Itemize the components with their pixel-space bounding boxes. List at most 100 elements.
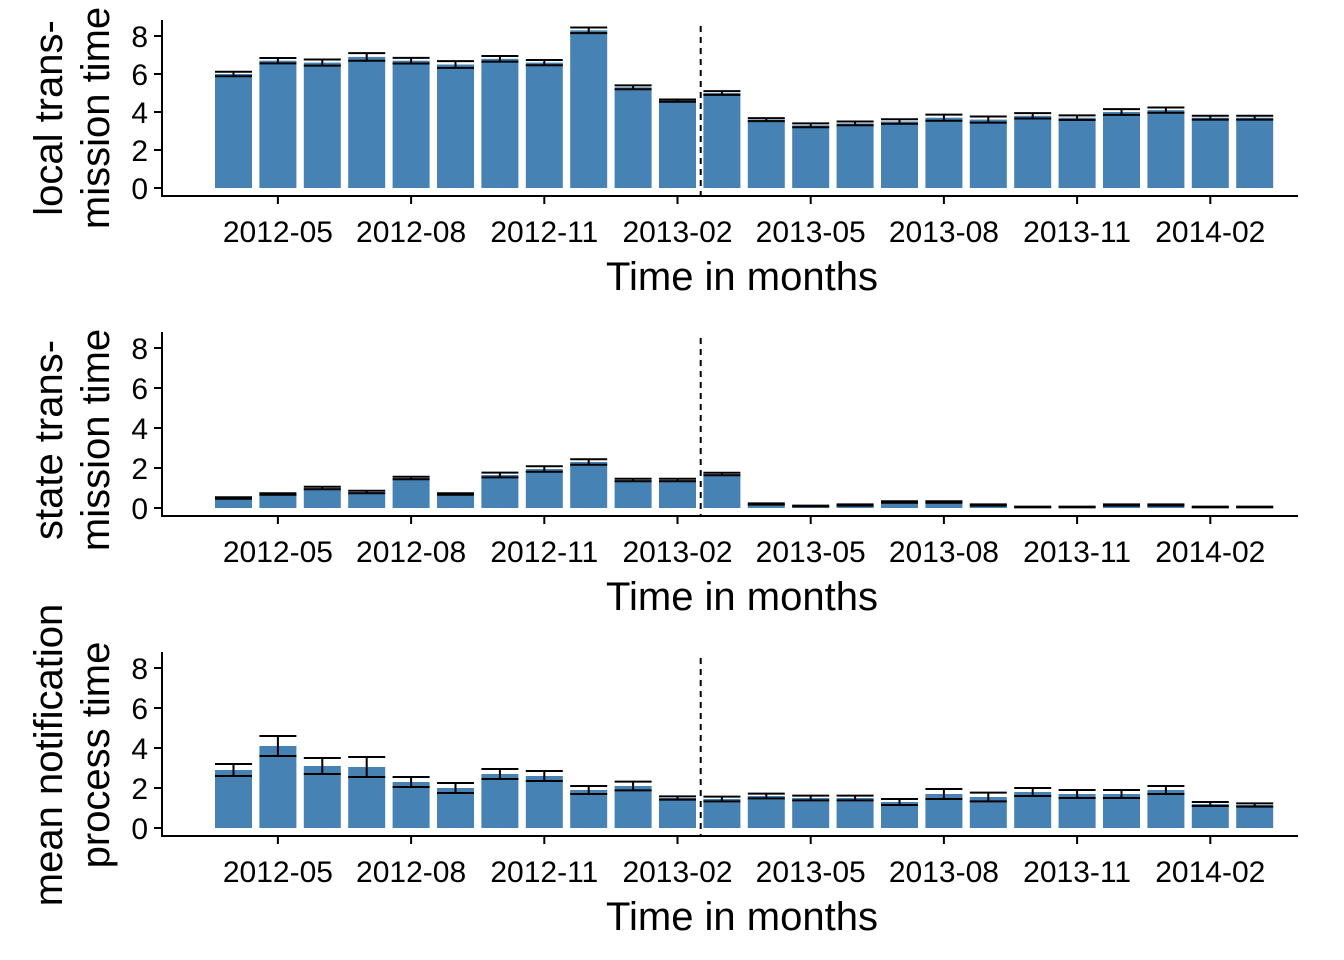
bar (215, 498, 252, 508)
error-bar (481, 768, 519, 780)
bar (437, 494, 474, 508)
bar (1236, 117, 1274, 188)
x-tick-label: 2013-02 (622, 856, 732, 889)
bar (215, 74, 252, 188)
bar (1058, 117, 1096, 188)
y-tick-label: 2 (131, 773, 148, 806)
y-tick-label: 2 (131, 453, 148, 486)
x-tick-label: 2014-02 (1155, 536, 1265, 569)
y-tick-label: 6 (131, 693, 148, 726)
y-tick-label: 6 (131, 373, 148, 406)
error-bar (836, 794, 874, 802)
y-tick-label: 8 (131, 21, 148, 54)
y-axis-title-line-2: mission time (74, 7, 118, 229)
error-bar (348, 52, 386, 62)
x-tick-label: 2013-05 (756, 216, 866, 249)
bar (259, 494, 297, 508)
bar (925, 117, 963, 188)
bar (969, 119, 1007, 188)
error-bar (1236, 802, 1274, 808)
error-bar (1191, 505, 1229, 509)
error-bar (614, 780, 652, 792)
error-bar (1236, 505, 1274, 509)
y-tick-label: 0 (131, 813, 148, 846)
error-bar (1236, 114, 1274, 121)
error-bar (570, 458, 608, 466)
error-bar (925, 500, 963, 504)
x-tick-label: 2013-11 (1023, 216, 1131, 249)
error-bar (925, 113, 963, 122)
bar (1103, 112, 1140, 188)
x-tick-label: 2012-08 (356, 216, 466, 249)
error-bar (348, 489, 386, 495)
x-tick-label: 2013-05 (756, 536, 866, 569)
error-bar (792, 794, 830, 802)
error-bar (215, 70, 252, 78)
error-bar (969, 791, 1007, 803)
x-tick-label: 2012-08 (356, 536, 466, 569)
error-bar (881, 798, 918, 806)
y-tick-label: 4 (131, 733, 148, 766)
y-axis-title-line-1: local trans- (27, 20, 71, 216)
error-bar (525, 465, 563, 473)
error-bar (925, 788, 963, 800)
bar (703, 93, 741, 188)
bar (392, 782, 430, 828)
bar (792, 125, 830, 188)
y-axis-title-line-2: process time (74, 642, 118, 869)
bar (1103, 794, 1140, 828)
bar (525, 469, 563, 508)
error-bar (259, 735, 297, 757)
error-bar (525, 58, 563, 67)
error-bar (836, 120, 874, 127)
error-bar (1103, 503, 1140, 507)
x-tick-label: 2013-08 (889, 536, 999, 569)
bar (570, 30, 608, 188)
bar (836, 123, 874, 188)
y-tick-label: 0 (131, 173, 148, 206)
x-tick-label: 2012-11 (490, 856, 598, 889)
error-bar (703, 90, 741, 96)
error-bar (1191, 801, 1229, 807)
bar (348, 56, 386, 189)
bar (703, 474, 741, 508)
x-tick-label: 2013-08 (889, 216, 999, 249)
error-bar (1147, 503, 1185, 507)
y-tick-label: 6 (131, 59, 148, 92)
bar (1014, 115, 1052, 188)
error-bar (792, 122, 830, 129)
error-bar (747, 117, 785, 123)
x-tick-label: 2014-02 (1155, 216, 1265, 249)
error-bar (481, 471, 519, 479)
x-tick-label: 2013-02 (622, 216, 732, 249)
error-bar (437, 492, 474, 496)
bar (303, 766, 341, 828)
bar (437, 788, 474, 828)
bar (881, 121, 918, 188)
error-bar (392, 56, 430, 65)
panel-local-transmission-time: local trans- mission time Time in months… (27, 7, 1298, 299)
error-bar (392, 776, 430, 788)
x-tick-label: 2013-08 (889, 856, 999, 889)
error-bar (437, 60, 474, 69)
panel-state-transmission-time: state trans- mission time Time in months… (27, 329, 1298, 619)
bar (437, 64, 474, 188)
error-bar (614, 477, 652, 483)
error-bar (1058, 505, 1096, 509)
x-axis-title: Time in months (606, 895, 878, 939)
error-bar (259, 57, 297, 65)
bar (1191, 804, 1229, 828)
error-bar (1103, 108, 1140, 116)
y-axis-title-line-2: mission time (74, 329, 118, 551)
bar (259, 60, 297, 189)
bar (570, 790, 608, 828)
error-bar (1147, 785, 1185, 795)
bar (1236, 805, 1274, 828)
error-bar (1058, 114, 1096, 121)
bar (525, 776, 563, 828)
error-bar (303, 485, 341, 491)
x-tick-label: 2013-11 (1023, 856, 1131, 889)
x-tick-label: 2013-11 (1023, 536, 1131, 569)
y-tick-label: 8 (131, 333, 148, 366)
x-tick-label: 2012-05 (223, 216, 333, 249)
